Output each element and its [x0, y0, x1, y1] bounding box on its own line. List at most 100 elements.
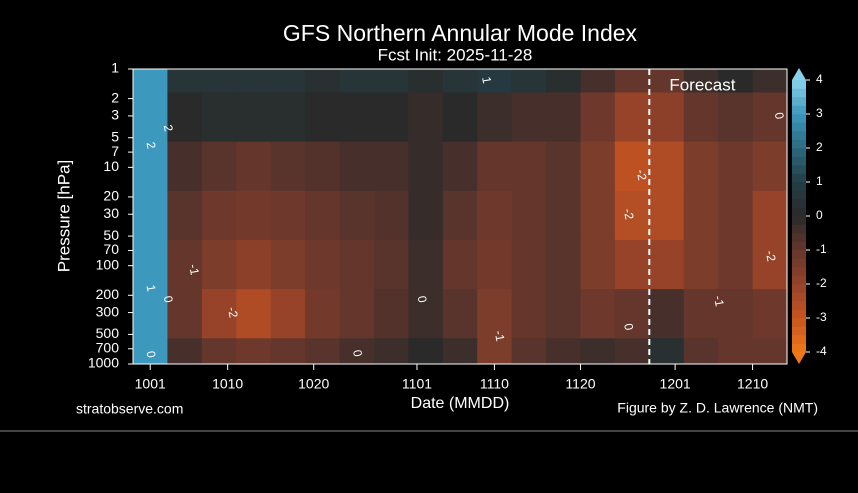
field-cell [683, 190, 719, 241]
field-cell [683, 92, 719, 143]
contour-label: 1 [479, 76, 494, 85]
field-cell [442, 69, 478, 93]
field-cell [236, 190, 272, 241]
field-cell [580, 338, 616, 364]
field-cell [339, 289, 375, 339]
field-cell [580, 190, 616, 241]
field-cell [649, 190, 685, 241]
contour-label: 2 [161, 124, 176, 133]
field-cell [270, 338, 306, 364]
field-cell [408, 289, 444, 339]
field-cell [580, 239, 616, 290]
colorbar-swatch [792, 182, 806, 191]
field-cell [718, 190, 754, 241]
field-cell [511, 289, 547, 339]
colorbar-swatch [792, 216, 806, 225]
field-cell [580, 289, 616, 339]
field-cell [167, 289, 203, 339]
field-cell [718, 141, 754, 192]
field-cell [442, 338, 478, 364]
field-cell [201, 69, 237, 93]
field-cell [339, 141, 375, 192]
field-cell [752, 289, 787, 339]
colorbar-swatch [792, 148, 806, 157]
colorbar-swatch [792, 88, 806, 98]
field-cell [649, 239, 685, 290]
chart-subtitle: Fcst Init: 2025-11-28 [378, 45, 533, 64]
colorbar-swatch [792, 165, 806, 174]
field-cell [305, 69, 341, 93]
field-cell [408, 338, 444, 364]
field-cell [236, 289, 272, 339]
contour-label: -1 [492, 329, 508, 342]
field-cell [614, 289, 650, 339]
contour-label: -1 [186, 263, 202, 276]
colorbar-swatch [792, 199, 806, 208]
field-cell [442, 239, 478, 290]
contour-label: 0 [621, 322, 636, 331]
plot-frame [132, 68, 788, 365]
field-cell [408, 239, 444, 290]
field-cell [305, 289, 341, 339]
x-tick-label: 1110 [480, 376, 509, 392]
field-cell [270, 289, 306, 339]
x-tick-label: 1001 [135, 376, 166, 392]
field-cell [305, 92, 341, 143]
field-cell [614, 92, 650, 143]
field-cell [167, 190, 203, 241]
y-tick-label: 200 [96, 286, 120, 302]
x-tick-label: 1101 [402, 376, 432, 392]
field-cell [201, 92, 237, 143]
field-cell [477, 92, 513, 143]
colorbar-swatch [792, 207, 806, 217]
field-cell [752, 141, 787, 192]
field-cell [167, 141, 203, 192]
field-cell [649, 69, 685, 93]
field-cell [546, 69, 581, 93]
field-cell [649, 289, 685, 339]
field-cell [614, 338, 650, 364]
field-cell [718, 338, 754, 364]
colorbar-swatch [792, 233, 806, 242]
colorbar-swatch [792, 224, 806, 234]
y-tick-label: 10 [103, 158, 119, 174]
colorbar-swatch [792, 326, 806, 336]
colorbar-swatch [792, 97, 806, 106]
colorbar-swatch [792, 190, 806, 200]
field-cell [511, 338, 547, 364]
colorbar-swatch [792, 80, 806, 89]
field-cell [649, 338, 685, 364]
chart-title: GFS Northern Annular Mode Index [283, 20, 638, 46]
y-tick-label: 1 [111, 60, 119, 76]
field-cell [167, 69, 203, 93]
contour-label: -1 [711, 295, 727, 308]
colorbar-extend-top [792, 68, 806, 80]
field-cell [373, 69, 409, 93]
contour-label: 0 [161, 295, 176, 304]
field-cell [580, 141, 616, 192]
field-cell [718, 239, 754, 290]
field-cell [477, 69, 513, 93]
y-tick-label: 2 [111, 89, 119, 105]
field-cell [339, 239, 375, 290]
colorbar-tick-label: -1 [816, 242, 827, 256]
field-cell [339, 190, 375, 241]
field-cell [373, 92, 409, 143]
field-cell [477, 141, 513, 192]
field-cell [133, 289, 168, 339]
field-cell [408, 141, 444, 192]
field-cell [305, 239, 341, 290]
colorbar-swatch [792, 114, 806, 123]
x-tick-label: 1020 [298, 376, 329, 392]
colorbar-swatch [792, 267, 806, 276]
y-tick-label: 5 [111, 128, 119, 144]
forecast-label: Forecast [669, 75, 735, 94]
x-axis-label: Date (MMDD) [411, 395, 510, 412]
y-tick-label: 500 [96, 325, 120, 341]
colorbar-swatch [792, 301, 806, 310]
field-cell [408, 69, 444, 93]
contour-label: 2 [144, 141, 159, 150]
field-cell [408, 190, 444, 241]
field-cell [339, 69, 375, 93]
colorbar-swatch [792, 275, 806, 285]
